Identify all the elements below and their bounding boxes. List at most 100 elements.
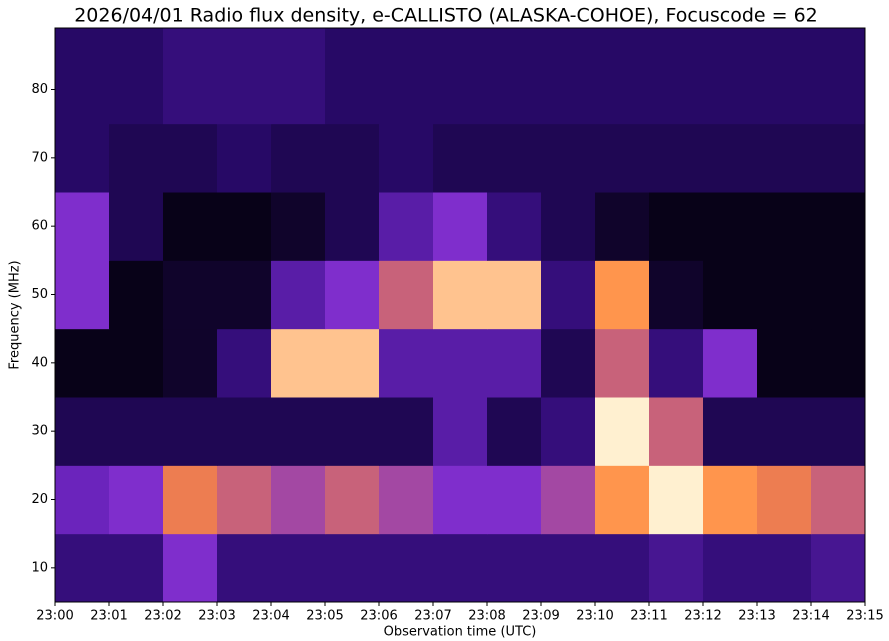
x-tick-label: 23:01 bbox=[90, 609, 127, 624]
heatmap-cell bbox=[325, 533, 380, 603]
heatmap-cell bbox=[595, 260, 650, 330]
heatmap-cell bbox=[379, 465, 434, 535]
y-tick-label: 80 bbox=[31, 82, 48, 97]
heatmap-cell bbox=[541, 328, 596, 398]
heatmap-cell bbox=[163, 397, 218, 466]
heatmap-cell bbox=[595, 328, 650, 398]
heatmap-cell bbox=[811, 192, 866, 261]
heatmap-cell bbox=[811, 260, 866, 330]
heatmap-cell bbox=[379, 533, 434, 603]
heatmap-cell bbox=[487, 328, 542, 398]
heatmap-cell bbox=[163, 28, 218, 125]
heatmap-cell bbox=[163, 123, 218, 193]
heatmap-cell bbox=[109, 260, 164, 330]
heatmap-cell bbox=[271, 465, 326, 535]
heatmap-cell bbox=[433, 192, 488, 261]
heatmap-cell bbox=[541, 192, 596, 261]
heatmap-cell bbox=[757, 123, 812, 193]
heatmap-cell bbox=[811, 465, 866, 535]
heatmap-cell bbox=[487, 28, 542, 125]
heatmap-cell bbox=[217, 465, 272, 535]
heatmap-cell bbox=[163, 192, 218, 261]
heatmap-cell bbox=[757, 28, 812, 125]
y-tick-label: 20 bbox=[31, 492, 48, 507]
x-tick-label: 23:12 bbox=[684, 609, 721, 624]
y-tick-label: 10 bbox=[31, 560, 48, 575]
heatmap-cell bbox=[757, 397, 812, 466]
heatmap-cell bbox=[217, 28, 272, 125]
heatmap-cell bbox=[703, 465, 758, 535]
heatmap-cell bbox=[55, 397, 110, 466]
heatmap-cell bbox=[703, 533, 758, 603]
heatmap-cell bbox=[325, 465, 380, 535]
heatmap-cell bbox=[109, 533, 164, 603]
heatmap-cell bbox=[487, 260, 542, 330]
heatmap-cell bbox=[109, 328, 164, 398]
heatmap-cell bbox=[541, 123, 596, 193]
heatmap-cell bbox=[379, 260, 434, 330]
heatmap-cell bbox=[217, 123, 272, 193]
heatmap-cell bbox=[55, 328, 110, 398]
heatmap-cell bbox=[109, 28, 164, 125]
heatmap-cell bbox=[271, 328, 326, 398]
heatmap-cell bbox=[757, 465, 812, 535]
heatmap-cell bbox=[271, 397, 326, 466]
heatmap-cell bbox=[325, 192, 380, 261]
heatmap-cell bbox=[757, 328, 812, 398]
heatmap-cell bbox=[811, 328, 866, 398]
heatmap-cell bbox=[649, 328, 704, 398]
heatmap-cell bbox=[541, 28, 596, 125]
heatmap-cell bbox=[487, 192, 542, 261]
heatmap-cell bbox=[595, 192, 650, 261]
heatmap-cell bbox=[487, 397, 542, 466]
heatmap-cell bbox=[595, 465, 650, 535]
heatmap-cell bbox=[109, 465, 164, 535]
heatmap-cell bbox=[433, 260, 488, 330]
heatmap-cell bbox=[433, 328, 488, 398]
heatmap-cell bbox=[703, 328, 758, 398]
plot-frame bbox=[54, 27, 866, 603]
x-tick-label: 23:03 bbox=[198, 609, 235, 624]
heatmap-cell bbox=[811, 533, 866, 603]
heatmap-cell bbox=[55, 533, 110, 603]
heatmap-cell bbox=[109, 192, 164, 261]
heatmap-cell bbox=[649, 123, 704, 193]
heatmap-cell bbox=[55, 260, 110, 330]
x-tick-label: 23:08 bbox=[468, 609, 505, 624]
heatmap-cell bbox=[433, 533, 488, 603]
heatmap-cell bbox=[55, 28, 110, 125]
y-tick-label: 30 bbox=[31, 424, 48, 439]
x-tick-label: 23:15 bbox=[846, 609, 883, 624]
chart-title: 2026/04/01 Radio flux density, e-CALLIST… bbox=[74, 5, 818, 27]
x-tick-label: 23:14 bbox=[792, 609, 829, 624]
x-tick-label: 23:10 bbox=[576, 609, 613, 624]
x-tick-label: 23:04 bbox=[252, 609, 289, 624]
heatmap-cell bbox=[271, 192, 326, 261]
heatmap-cell bbox=[109, 123, 164, 193]
heatmap-cell bbox=[433, 28, 488, 125]
heatmap-cell bbox=[595, 397, 650, 466]
x-tick-label: 23:05 bbox=[306, 609, 343, 624]
heatmap-cell bbox=[325, 328, 380, 398]
heatmap-cell bbox=[595, 533, 650, 603]
heatmap-cell bbox=[811, 397, 866, 466]
heatmap-cell bbox=[379, 397, 434, 466]
heatmap-cell bbox=[757, 260, 812, 330]
heatmap-cell bbox=[163, 328, 218, 398]
heatmap-cell bbox=[649, 465, 704, 535]
x-tick-label: 23:13 bbox=[738, 609, 775, 624]
heatmap-cell bbox=[649, 192, 704, 261]
y-tick-label: 40 bbox=[31, 355, 48, 370]
heatmap-cell bbox=[271, 533, 326, 603]
heatmap-cell bbox=[811, 28, 866, 125]
heatmap-cell bbox=[433, 123, 488, 193]
heatmap-cell bbox=[433, 397, 488, 466]
heatmap-cell bbox=[703, 28, 758, 125]
heatmap-cell bbox=[271, 28, 326, 125]
heatmap-cell bbox=[217, 533, 272, 603]
heatmap-cell bbox=[325, 397, 380, 466]
heatmap-cell bbox=[217, 192, 272, 261]
y-tick-label: 60 bbox=[31, 219, 48, 234]
heatmap-cell bbox=[217, 328, 272, 398]
